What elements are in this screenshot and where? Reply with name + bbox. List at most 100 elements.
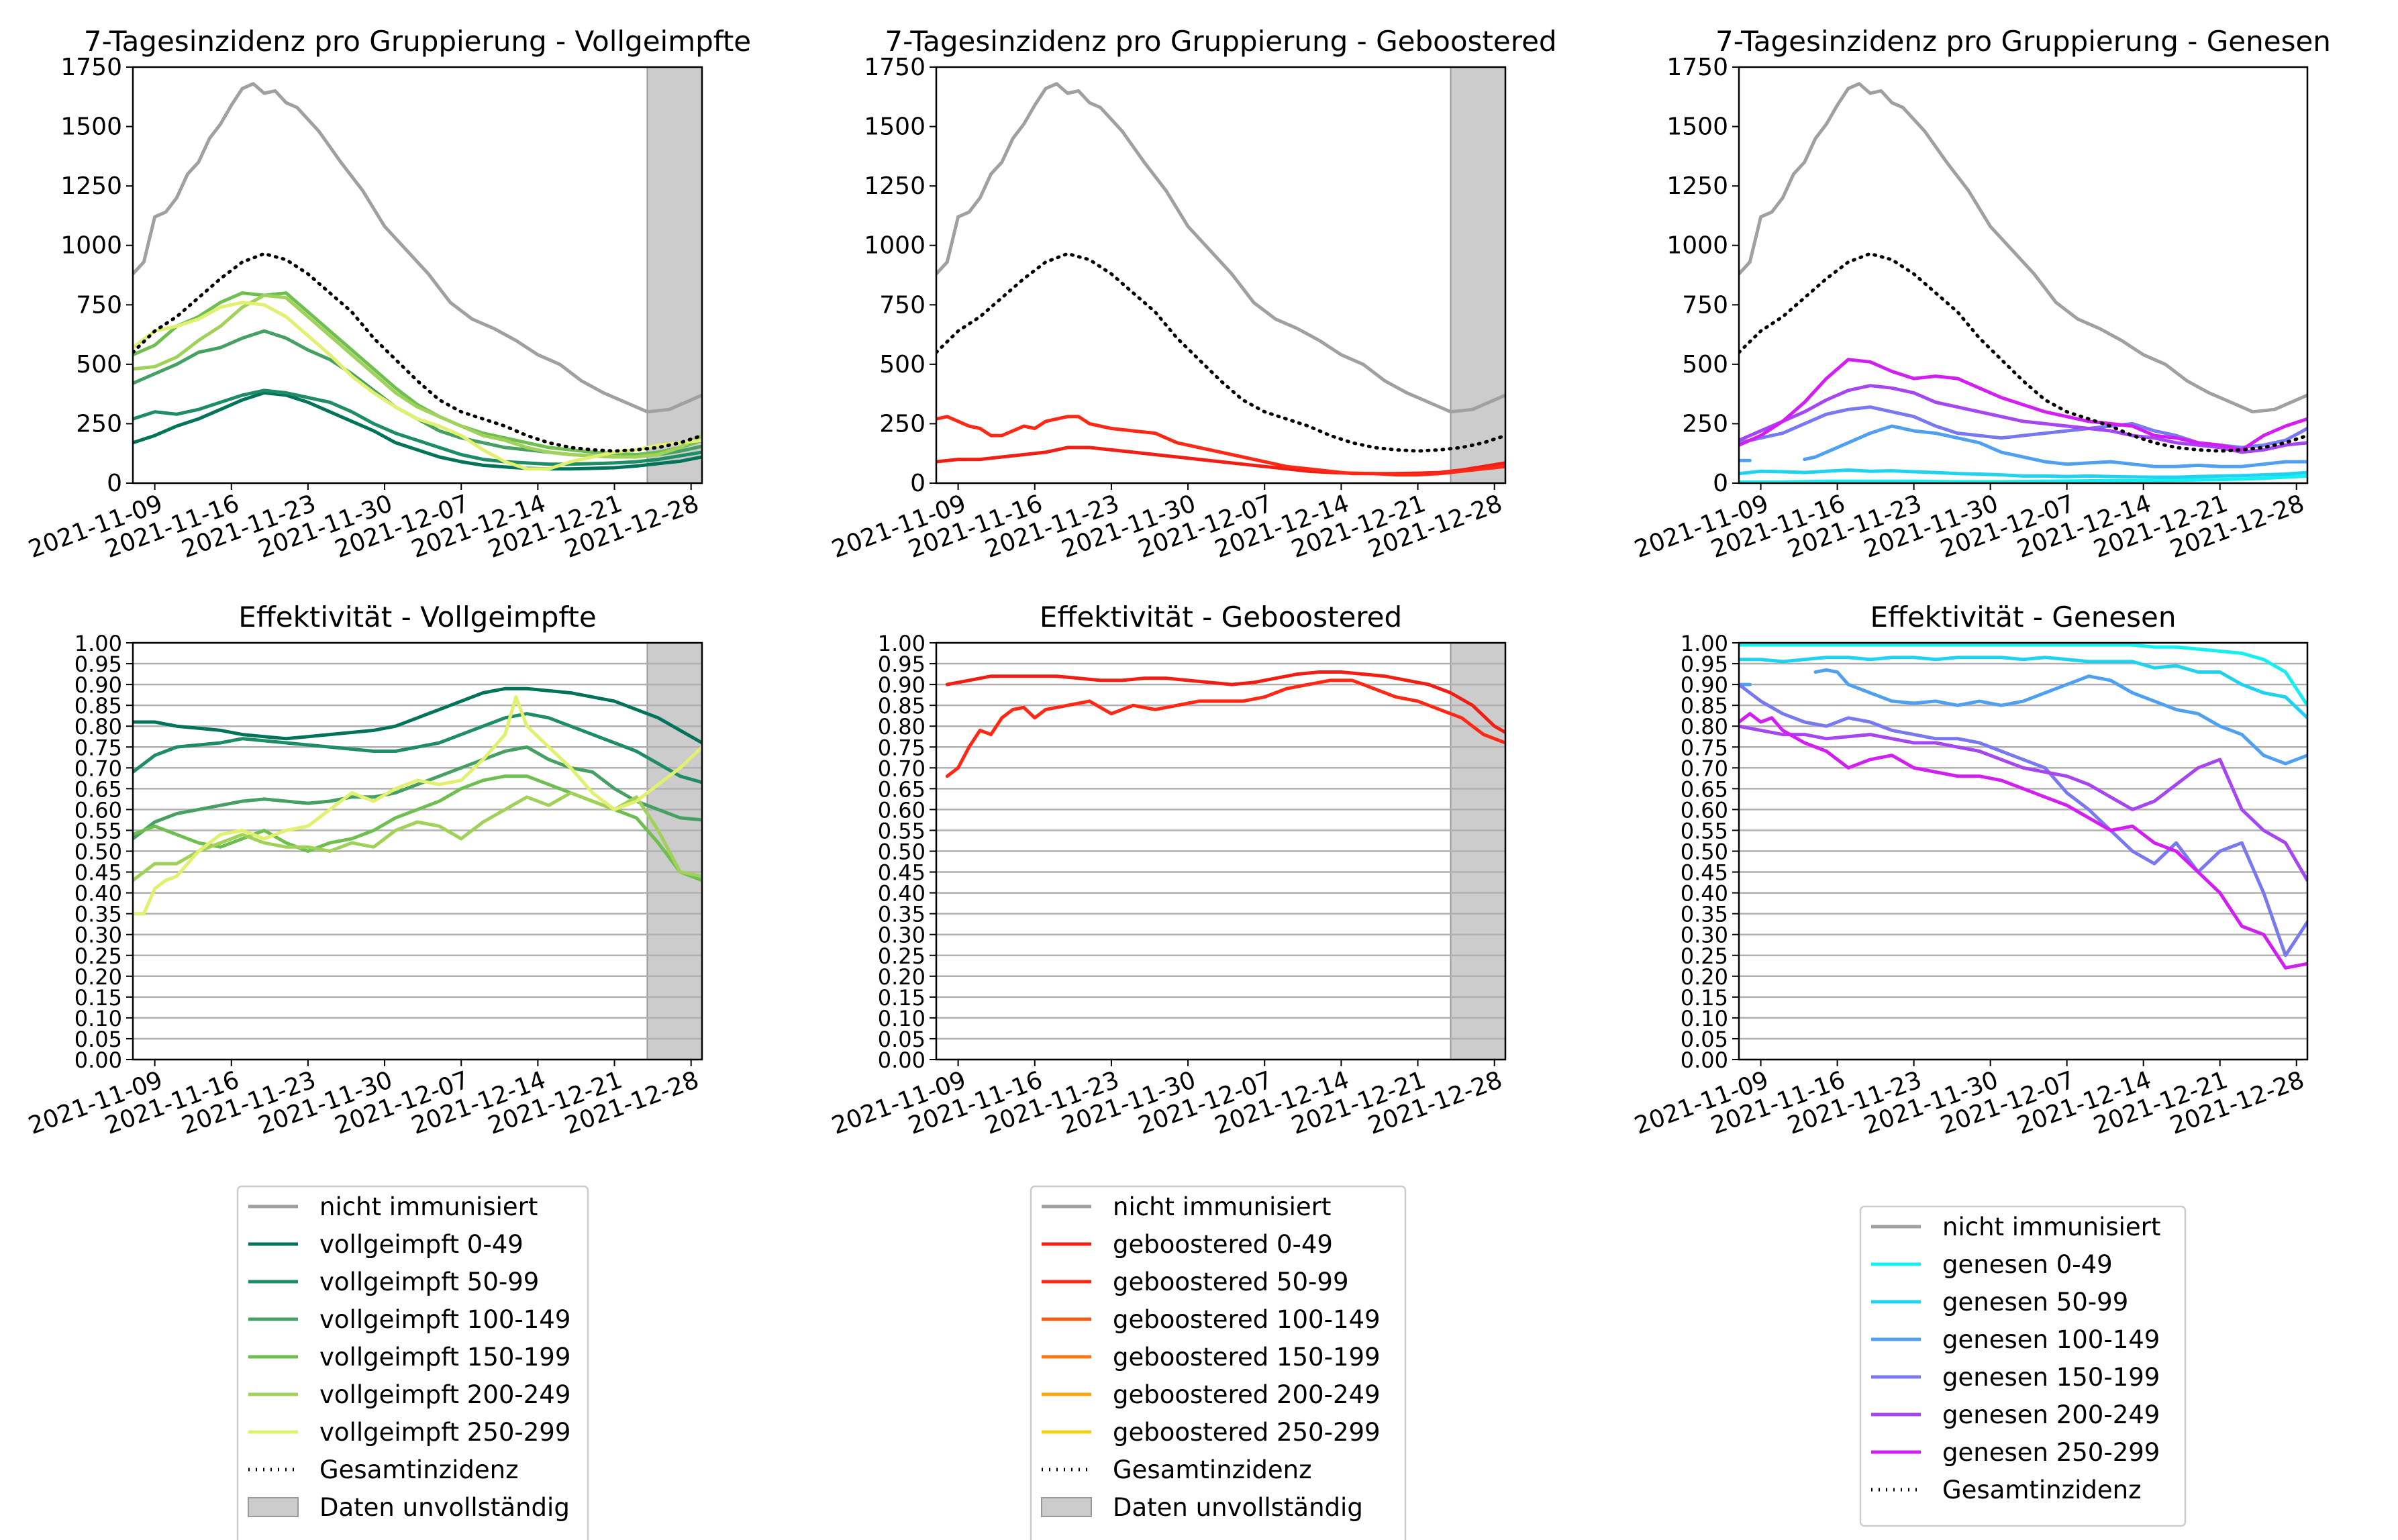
incomplete-data-region [1450,66,1506,484]
series-line [1739,252,2307,453]
series-line [133,293,702,459]
y-tick-label: 0.35 [74,902,122,927]
panel-eff_boost: 0.000.050.100.150.200.250.300.350.400.45… [828,601,1507,1140]
y-tick-label: 0.90 [1681,672,1728,698]
y-tick-label: 0.55 [74,818,122,843]
legend-label: vollgeimpft 250-299 [319,1418,570,1447]
series-line [936,82,1505,414]
y-tick-label: 500 [76,351,122,378]
y-tick-label: 0.40 [878,881,926,907]
y-tick-label: 0 [1713,470,1728,497]
y-tick-label: 0.10 [1681,1006,1728,1031]
series-group [1739,82,2307,483]
y-tick-label: 1250 [864,172,926,200]
y-tick-label: 0.15 [74,985,122,1011]
legend-label: geboostered 100-149 [1113,1305,1381,1334]
y-tick-label: 0.80 [878,714,926,739]
y-tick-label: 0.25 [878,943,926,969]
series-line [1739,656,2307,720]
y-tick-label: 1.00 [1681,631,1728,656]
legend-label: geboostered 50-99 [1113,1268,1348,1296]
legend-label: geboostered 250-299 [1113,1418,1381,1447]
y-tick-label: 0.60 [1681,797,1728,823]
y-tick-label: 0.55 [878,818,926,843]
y-tick-label: 1000 [864,232,926,260]
y-tick-label: 0.75 [1681,735,1728,760]
legend-label: genesen 0-49 [1942,1250,2113,1279]
y-tick-label: 1000 [60,232,122,260]
y-tick-label: 0.20 [74,964,122,990]
y-tick-label: 0.45 [74,860,122,886]
series-line [133,252,702,453]
series-line [1739,424,2307,468]
y-tick-label: 1250 [1666,172,1728,200]
legend-label: nicht immunisiert [319,1192,538,1221]
y-tick-label: 500 [879,351,926,378]
series-group [1739,643,2307,970]
series-line [1739,682,2307,958]
y-tick-label: 0.85 [1681,693,1728,719]
y-tick-label: 0.40 [1681,881,1728,907]
y-tick-label: 0.45 [878,860,926,886]
legend-box [236,1185,589,1540]
y-tick-label: 0.30 [878,923,926,948]
y-tick-label: 0.80 [74,714,122,739]
y-tick-label: 0.20 [1681,964,1728,990]
y-tick-label: 750 [1682,291,1728,319]
y-tick-label: 0.75 [878,735,926,760]
y-tick-label: 0.70 [1681,756,1728,781]
series-line [133,301,702,471]
y-tick-label: 250 [879,410,926,438]
legend-label: Daten unvollständig [1113,1493,1363,1522]
series-line [133,712,702,784]
y-tick-label: 0.30 [1681,923,1728,948]
y-tick-label: 0.65 [74,776,122,802]
legend-label: vollgeimpft 0-49 [319,1230,523,1259]
series-line [1739,474,2307,483]
panel-eff_voll: 0.000.050.100.150.200.250.300.350.400.45… [25,601,703,1140]
y-tick-label: 0.40 [74,881,122,907]
y-tick-label: 0.45 [1681,860,1728,886]
series-line [1739,643,2307,707]
y-tick-label: 750 [879,291,926,319]
panel-eff_gen: 0.000.050.100.150.200.250.300.350.400.45… [1631,601,2309,1140]
series-line [1739,468,2307,479]
legend-swatch [248,1497,299,1517]
y-tick-label: 0.50 [1681,839,1728,865]
legend-label: geboostered 200-249 [1113,1380,1381,1409]
series-line [133,389,702,466]
series-line [133,686,702,745]
legend-label: genesen 200-249 [1942,1400,2160,1429]
y-tick-label: 1000 [1666,232,1728,260]
legend-label: geboostered 150-199 [1113,1343,1381,1372]
chart-title: 7-Tagesinzidenz pro Gruppierung - Genese… [1715,25,2331,58]
series-group [133,82,702,471]
y-tick-label: 0.35 [1681,902,1728,927]
y-tick-label: 0.05 [74,1027,122,1052]
y-tick-label: 1750 [60,54,122,81]
series-line [133,391,702,471]
chart-title: 7-Tagesinzidenz pro Gruppierung - Vollge… [84,25,751,58]
y-tick-label: 0.10 [878,1006,926,1031]
chart-title: Effektivität - Genesen [1870,601,2176,633]
series-group [936,82,1505,477]
y-tick-label: 0.30 [74,923,122,948]
series-line [133,291,702,456]
y-tick-label: 0.95 [878,652,926,677]
y-tick-label: 0.55 [1681,818,1728,843]
legend-label: genesen 250-299 [1942,1438,2160,1467]
chart-title: 7-Tagesinzidenz pro Gruppierung - Geboos… [885,25,1556,58]
y-tick-label: 0 [107,470,122,497]
y-tick-label: 0.15 [1681,985,1728,1011]
series-line [936,252,1505,453]
y-tick-label: 0.60 [74,797,122,823]
chart-title: Effektivität - Vollgeimpfte [238,601,596,633]
y-tick-label: 1500 [60,113,122,141]
chart-title: Effektivität - Geboostered [1040,601,1402,633]
panel-inc_gen: 025050075010001250150017502021-11-092021… [1631,25,2331,564]
y-tick-label: 0.05 [1681,1027,1728,1052]
legend-label: nicht immunisiert [1942,1213,2160,1241]
y-tick-label: 1500 [864,113,926,141]
y-tick-label: 0.90 [878,672,926,698]
y-tick-label: 0.90 [74,672,122,698]
